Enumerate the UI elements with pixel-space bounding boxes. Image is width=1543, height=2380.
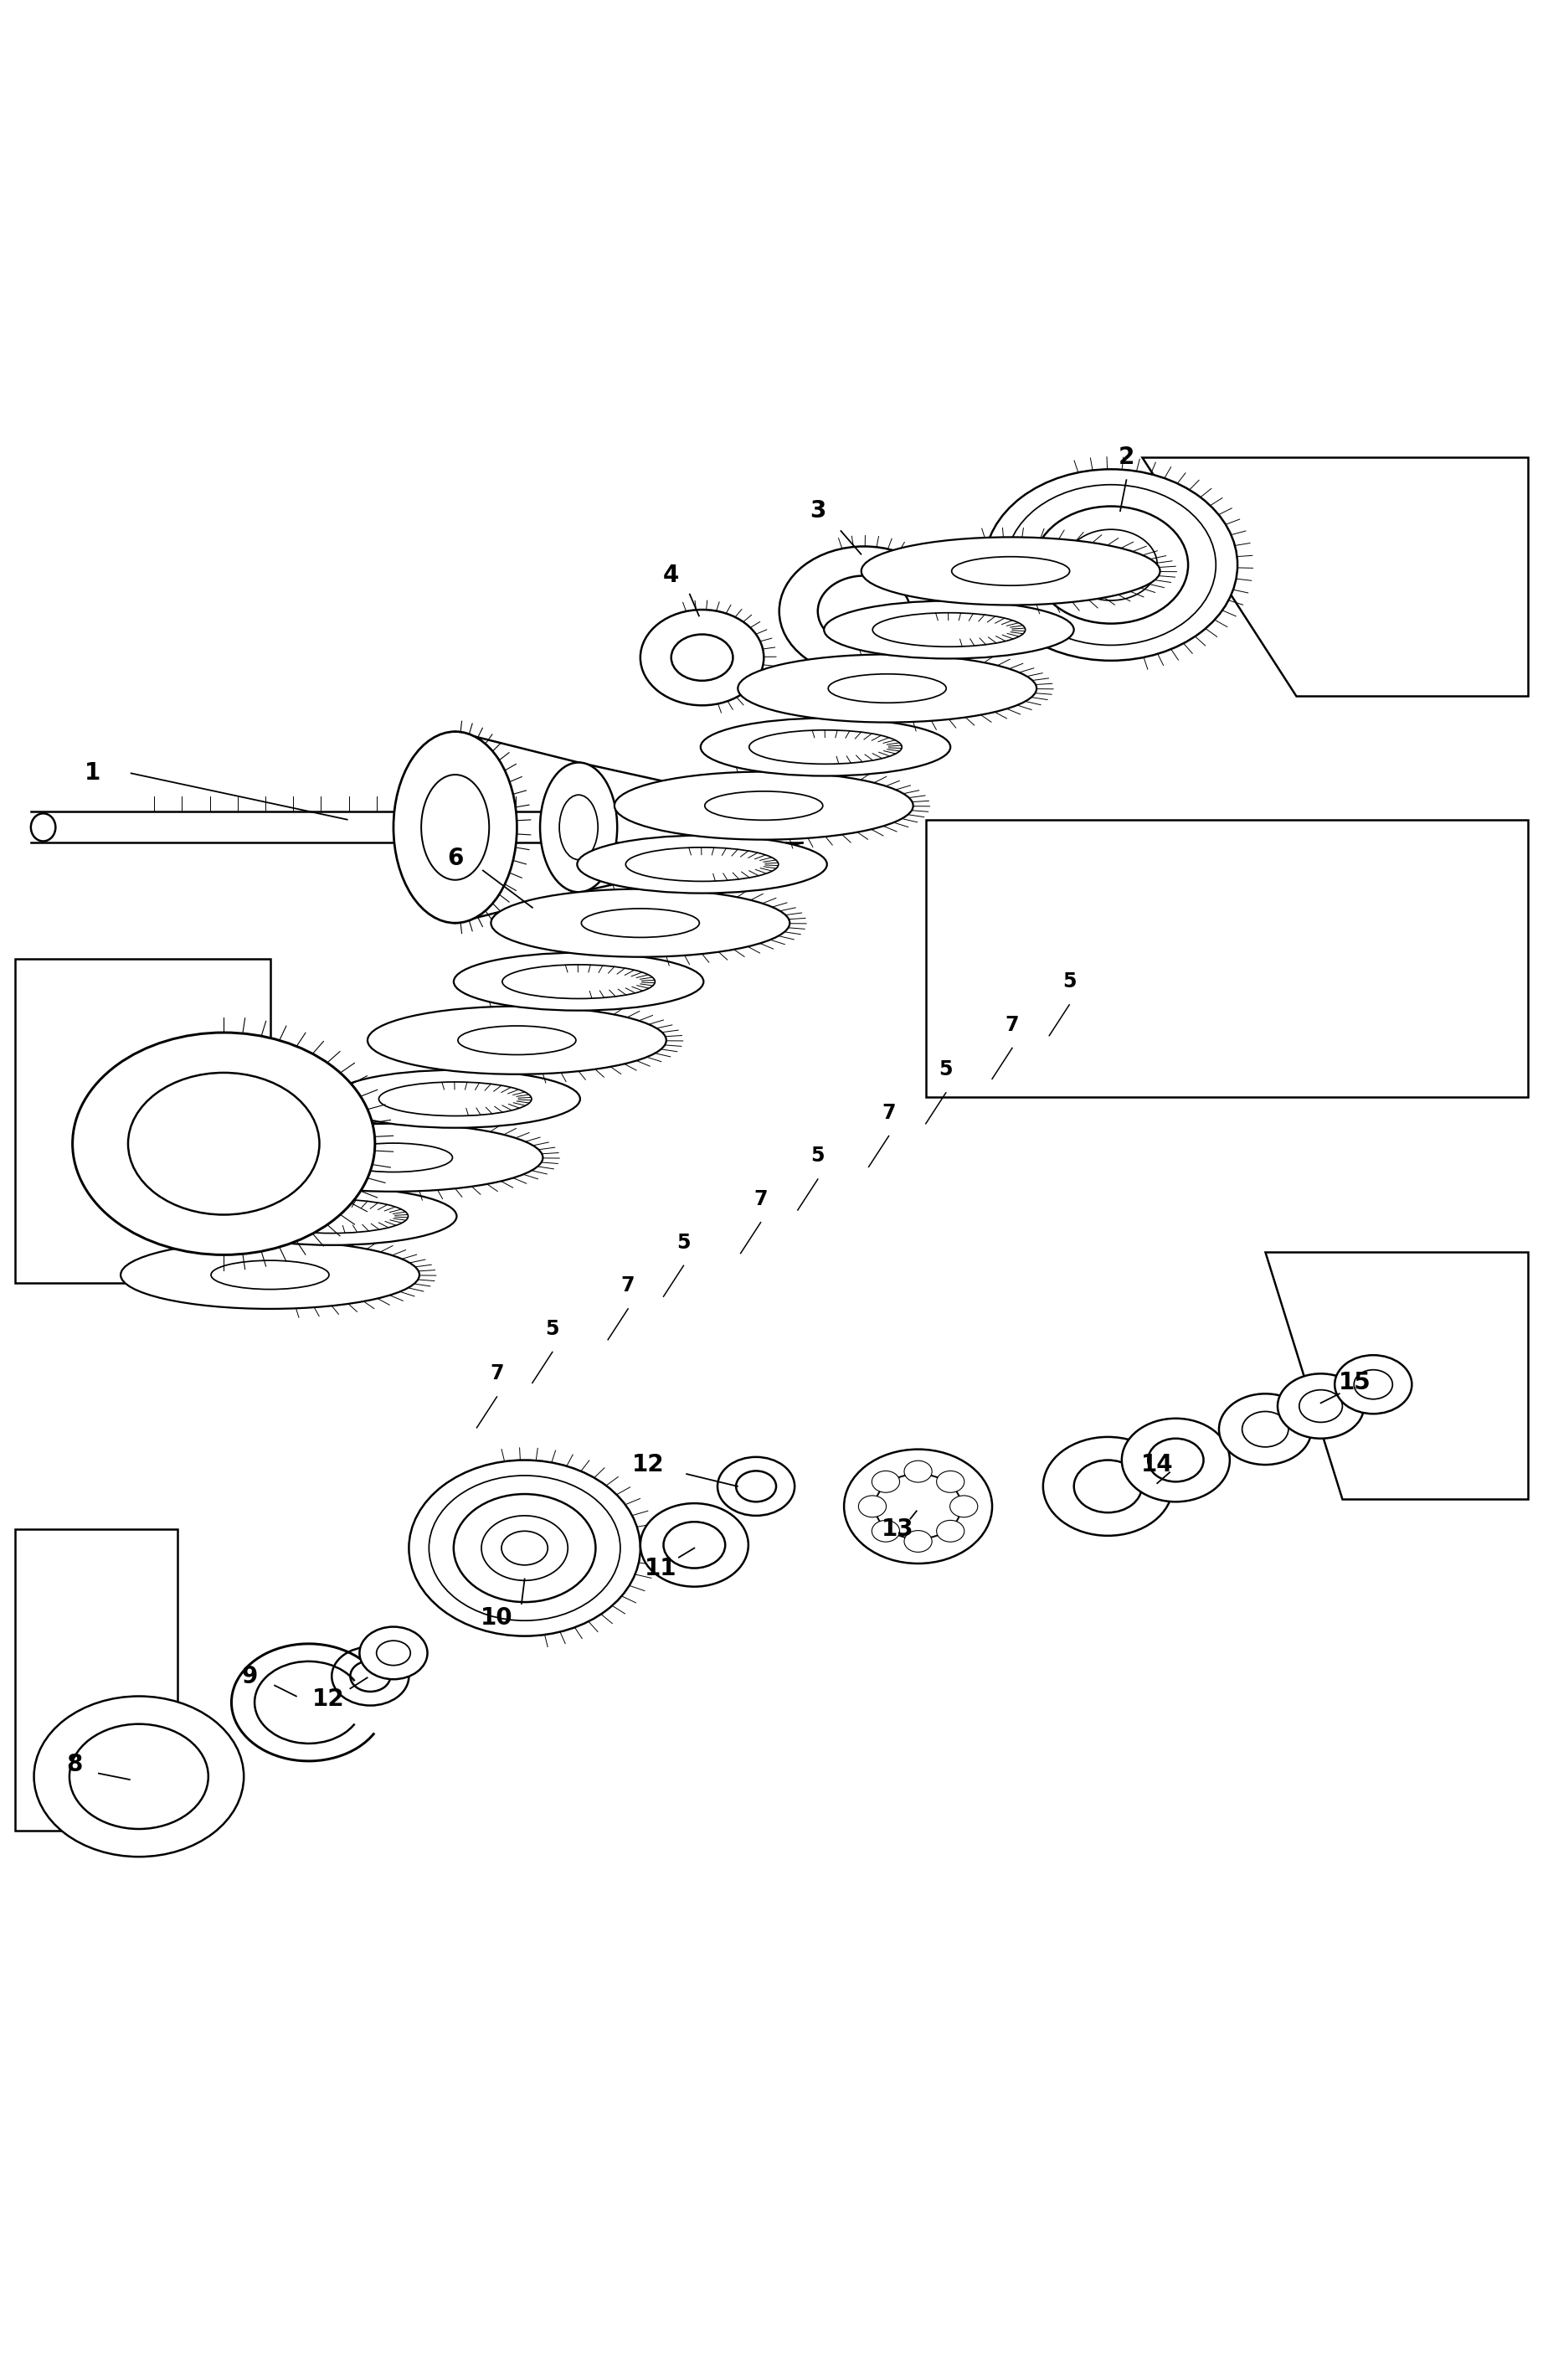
Text: 7: 7 xyxy=(755,1190,767,1209)
Text: 3: 3 xyxy=(810,500,826,524)
Text: 2: 2 xyxy=(1119,445,1134,469)
Polygon shape xyxy=(1265,1252,1528,1499)
Ellipse shape xyxy=(31,814,56,840)
Ellipse shape xyxy=(824,600,1074,659)
Text: 5: 5 xyxy=(1063,971,1075,992)
Text: 15: 15 xyxy=(1338,1371,1372,1395)
Ellipse shape xyxy=(128,1073,319,1214)
Ellipse shape xyxy=(501,1530,548,1566)
Ellipse shape xyxy=(1065,528,1157,600)
Ellipse shape xyxy=(1219,1395,1312,1464)
Ellipse shape xyxy=(861,538,1160,605)
Ellipse shape xyxy=(350,1661,390,1692)
Ellipse shape xyxy=(1299,1390,1342,1423)
Ellipse shape xyxy=(34,1697,244,1856)
Ellipse shape xyxy=(875,1473,961,1540)
Ellipse shape xyxy=(1242,1411,1288,1447)
Text: 9: 9 xyxy=(242,1664,258,1687)
Text: 5: 5 xyxy=(677,1233,690,1252)
Ellipse shape xyxy=(429,1476,620,1621)
Ellipse shape xyxy=(393,731,517,923)
Ellipse shape xyxy=(736,1471,776,1502)
Ellipse shape xyxy=(779,547,949,676)
Ellipse shape xyxy=(69,1723,208,1828)
Ellipse shape xyxy=(1088,547,1134,581)
Text: 8: 8 xyxy=(66,1752,82,1775)
Text: 7: 7 xyxy=(491,1364,503,1383)
Ellipse shape xyxy=(701,719,950,776)
Text: 4: 4 xyxy=(663,564,679,588)
Ellipse shape xyxy=(1074,1459,1142,1514)
Polygon shape xyxy=(15,1530,177,1830)
Ellipse shape xyxy=(671,635,733,681)
Ellipse shape xyxy=(844,1449,992,1564)
Ellipse shape xyxy=(1122,1418,1230,1502)
Ellipse shape xyxy=(1148,1438,1204,1483)
Ellipse shape xyxy=(640,609,764,704)
Ellipse shape xyxy=(872,1521,900,1542)
Ellipse shape xyxy=(738,654,1037,724)
Polygon shape xyxy=(1142,457,1528,695)
Text: 11: 11 xyxy=(645,1557,676,1580)
Text: 10: 10 xyxy=(481,1606,512,1630)
Ellipse shape xyxy=(330,1071,580,1128)
Ellipse shape xyxy=(872,1471,900,1492)
Text: 5: 5 xyxy=(812,1147,824,1166)
Text: 5: 5 xyxy=(546,1319,559,1340)
Ellipse shape xyxy=(640,1504,748,1587)
Ellipse shape xyxy=(614,771,913,840)
Ellipse shape xyxy=(1355,1371,1392,1399)
Ellipse shape xyxy=(421,774,489,881)
Text: 13: 13 xyxy=(883,1518,913,1542)
Ellipse shape xyxy=(409,1459,640,1635)
Ellipse shape xyxy=(367,1007,667,1073)
Ellipse shape xyxy=(577,835,827,892)
Text: 6: 6 xyxy=(447,847,463,871)
Ellipse shape xyxy=(1006,486,1216,645)
Text: 7: 7 xyxy=(622,1276,634,1295)
Ellipse shape xyxy=(937,1521,964,1542)
Ellipse shape xyxy=(663,1521,725,1568)
Ellipse shape xyxy=(491,890,790,957)
Ellipse shape xyxy=(904,1530,932,1552)
Text: 1: 1 xyxy=(85,762,100,785)
Text: 7: 7 xyxy=(1006,1014,1018,1035)
Ellipse shape xyxy=(904,1461,932,1483)
Ellipse shape xyxy=(454,952,704,1011)
Ellipse shape xyxy=(454,1495,596,1602)
Text: 14: 14 xyxy=(1142,1454,1173,1476)
Ellipse shape xyxy=(1043,1438,1173,1535)
Ellipse shape xyxy=(481,1516,568,1580)
Ellipse shape xyxy=(818,576,910,647)
Ellipse shape xyxy=(950,1495,978,1516)
Text: 5: 5 xyxy=(940,1059,952,1081)
Ellipse shape xyxy=(332,1647,409,1706)
Ellipse shape xyxy=(73,1033,375,1254)
Text: 12: 12 xyxy=(313,1687,344,1711)
Ellipse shape xyxy=(937,1471,964,1492)
Ellipse shape xyxy=(1278,1373,1364,1438)
Ellipse shape xyxy=(858,1495,886,1516)
Polygon shape xyxy=(15,959,270,1283)
Ellipse shape xyxy=(559,795,599,859)
Ellipse shape xyxy=(1335,1354,1412,1414)
Ellipse shape xyxy=(207,1188,457,1245)
Ellipse shape xyxy=(717,1457,795,1516)
Ellipse shape xyxy=(1034,507,1188,624)
Ellipse shape xyxy=(120,1240,420,1309)
Polygon shape xyxy=(926,819,1528,1097)
Ellipse shape xyxy=(360,1628,427,1680)
Ellipse shape xyxy=(244,1123,543,1192)
Ellipse shape xyxy=(376,1640,410,1666)
Text: 7: 7 xyxy=(883,1102,895,1123)
Ellipse shape xyxy=(540,762,617,892)
Ellipse shape xyxy=(984,469,1237,662)
Text: 12: 12 xyxy=(633,1454,663,1476)
